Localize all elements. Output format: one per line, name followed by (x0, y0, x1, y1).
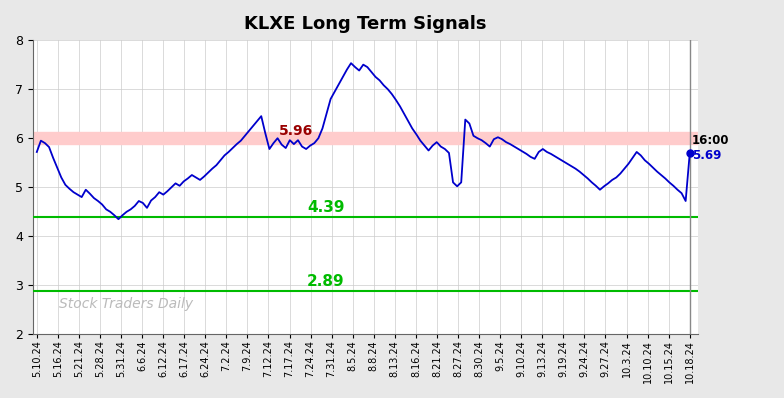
Bar (33, 133, 698, 144)
Text: 5.69: 5.69 (691, 149, 721, 162)
Title: KLXE Long Term Signals: KLXE Long Term Signals (244, 15, 487, 33)
Text: Stock Traders Daily: Stock Traders Daily (60, 297, 194, 311)
Text: 5.96: 5.96 (279, 124, 314, 138)
Text: 4.39: 4.39 (307, 200, 345, 215)
Text: 16:00: 16:00 (691, 134, 729, 146)
Text: 2.89: 2.89 (307, 274, 345, 289)
